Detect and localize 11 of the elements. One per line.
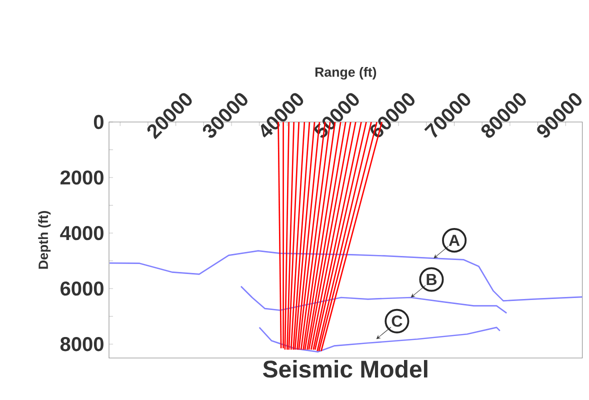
annotation: C	[392, 315, 402, 327]
y-tick-label: 4000	[60, 226, 104, 240]
annotation: A	[448, 234, 460, 246]
y-tick-label: 2000	[60, 170, 104, 185]
annotation: B	[426, 274, 437, 285]
y-axis-title: Depth (ft)	[38, 211, 51, 269]
y-tick-label: 0	[94, 114, 104, 130]
y-tick-label: 6000	[60, 282, 104, 296]
y-tick-label: 8000	[60, 337, 104, 352]
x-axis-title: Range (ft)	[315, 67, 376, 80]
text: Seismic Model	[262, 360, 428, 378]
